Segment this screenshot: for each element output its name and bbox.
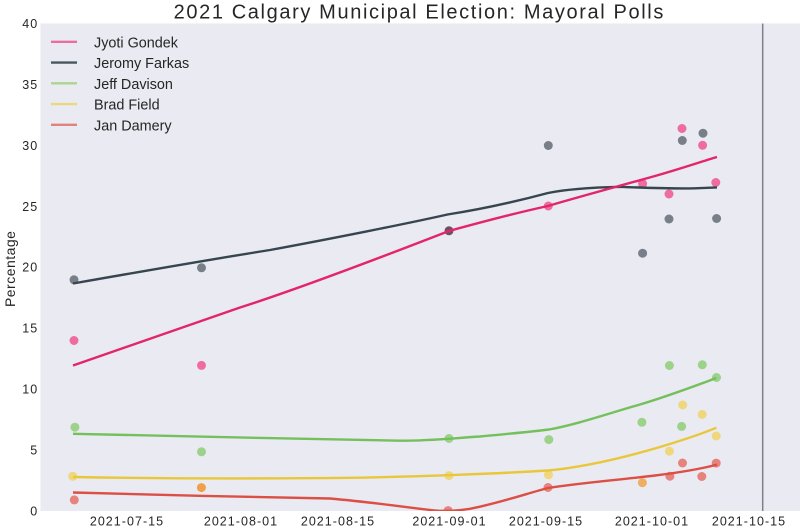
svg-text:Jeromy Farkas: Jeromy Farkas (94, 56, 189, 72)
svg-text:Jan Damery: Jan Damery (94, 118, 172, 134)
svg-text:5: 5 (30, 444, 38, 458)
svg-text:2021-08-15: 2021-08-15 (301, 514, 375, 528)
svg-text:20: 20 (22, 261, 38, 275)
svg-text:0: 0 (30, 504, 38, 518)
svg-text:2021 Calgary Municipal Electio: 2021 Calgary Municipal Election: Mayoral… (174, 1, 665, 23)
svg-text:40: 40 (22, 17, 38, 31)
svg-text:Jeff Davison: Jeff Davison (94, 77, 173, 93)
svg-text:15: 15 (22, 322, 38, 336)
svg-text:10: 10 (22, 383, 38, 397)
svg-text:2021-10-01: 2021-10-01 (615, 514, 689, 528)
svg-text:2021-08-01: 2021-08-01 (204, 514, 278, 528)
svg-text:30: 30 (22, 139, 38, 153)
svg-text:Brad Field: Brad Field (94, 98, 160, 114)
svg-text:Jyoti Gondek: Jyoti Gondek (94, 35, 179, 51)
svg-text:2021-09-15: 2021-09-15 (509, 514, 583, 528)
svg-text:25: 25 (22, 200, 38, 214)
svg-text:2021-07-15: 2021-07-15 (90, 514, 164, 528)
svg-text:2021-10-15: 2021-10-15 (712, 514, 786, 528)
svg-text:35: 35 (22, 78, 38, 92)
svg-text:Percentage: Percentage (2, 231, 18, 308)
svg-text:2021-09-01: 2021-09-01 (412, 514, 486, 528)
